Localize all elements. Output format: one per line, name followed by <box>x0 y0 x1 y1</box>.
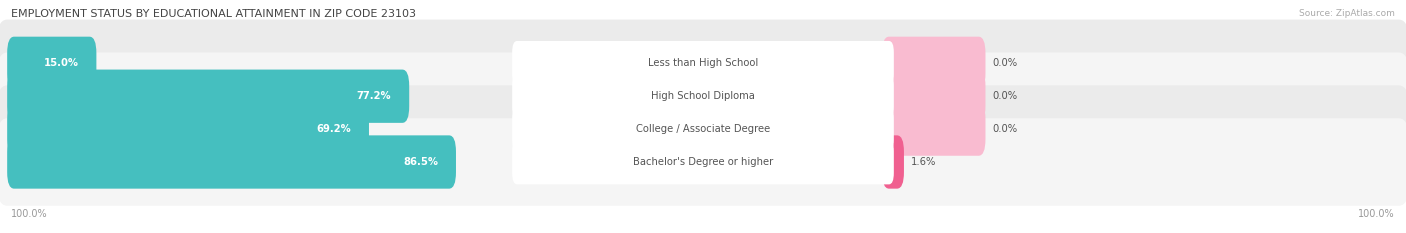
Text: 77.2%: 77.2% <box>357 91 391 101</box>
FancyBboxPatch shape <box>882 103 986 156</box>
FancyBboxPatch shape <box>512 140 894 184</box>
Text: Bachelor's Degree or higher: Bachelor's Degree or higher <box>633 157 773 167</box>
Text: Less than High School: Less than High School <box>648 58 758 68</box>
FancyBboxPatch shape <box>7 37 97 90</box>
FancyBboxPatch shape <box>512 74 894 119</box>
FancyBboxPatch shape <box>0 20 1406 107</box>
FancyBboxPatch shape <box>0 52 1406 140</box>
Text: 69.2%: 69.2% <box>316 124 352 134</box>
FancyBboxPatch shape <box>7 103 368 156</box>
Text: 0.0%: 0.0% <box>993 124 1018 134</box>
Text: 15.0%: 15.0% <box>44 58 79 68</box>
Text: EMPLOYMENT STATUS BY EDUCATIONAL ATTAINMENT IN ZIP CODE 23103: EMPLOYMENT STATUS BY EDUCATIONAL ATTAINM… <box>11 9 416 19</box>
Text: High School Diploma: High School Diploma <box>651 91 755 101</box>
Text: 86.5%: 86.5% <box>404 157 439 167</box>
Text: 100.0%: 100.0% <box>1358 209 1395 219</box>
FancyBboxPatch shape <box>512 107 894 151</box>
Text: 0.0%: 0.0% <box>993 91 1018 101</box>
Text: 1.6%: 1.6% <box>911 157 936 167</box>
FancyBboxPatch shape <box>7 70 409 123</box>
Text: 100.0%: 100.0% <box>11 209 48 219</box>
FancyBboxPatch shape <box>512 41 894 86</box>
Text: College / Associate Degree: College / Associate Degree <box>636 124 770 134</box>
FancyBboxPatch shape <box>7 135 456 189</box>
Text: 0.0%: 0.0% <box>993 58 1018 68</box>
FancyBboxPatch shape <box>0 85 1406 173</box>
FancyBboxPatch shape <box>882 135 904 189</box>
FancyBboxPatch shape <box>882 37 986 90</box>
Text: Source: ZipAtlas.com: Source: ZipAtlas.com <box>1299 9 1395 18</box>
FancyBboxPatch shape <box>882 70 986 123</box>
FancyBboxPatch shape <box>0 118 1406 206</box>
